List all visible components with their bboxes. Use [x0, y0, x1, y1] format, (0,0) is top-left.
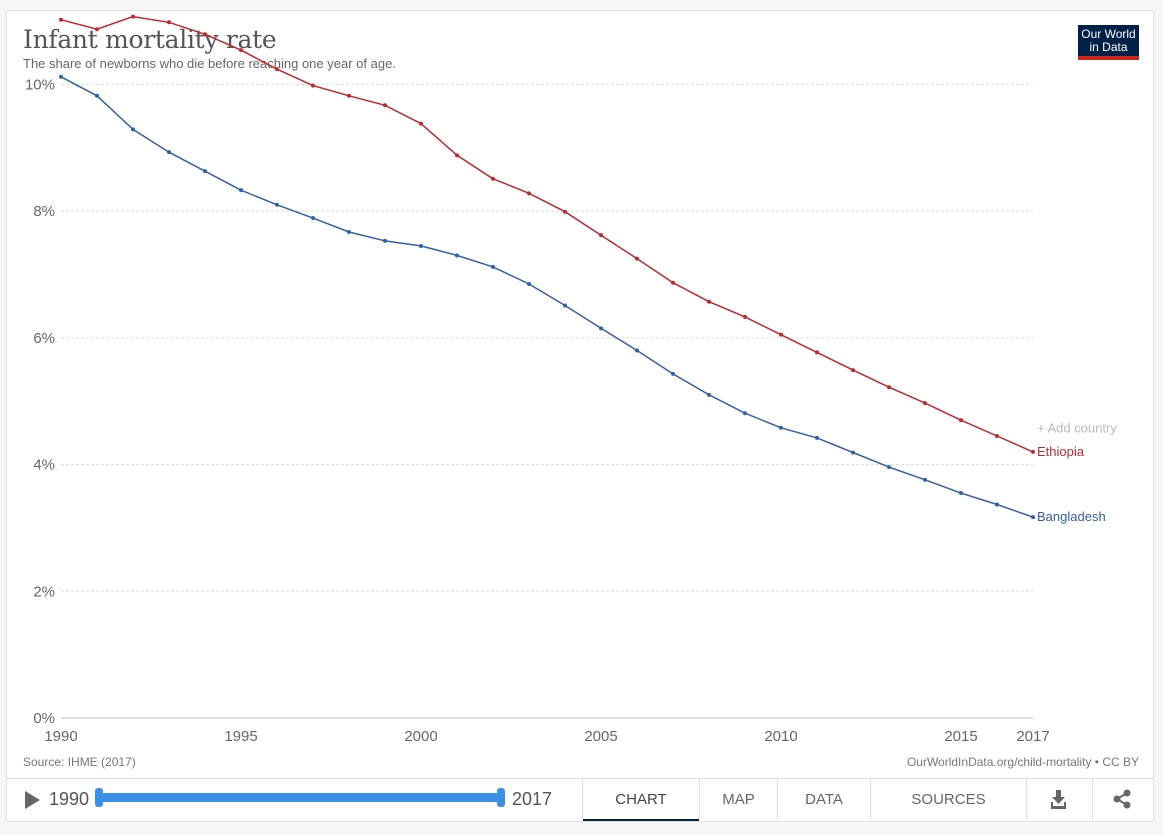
data-point-ethiopia: [419, 121, 423, 126]
data-point-ethiopia: [635, 256, 639, 261]
chart-controls: 1990 2017 CHART MAP DATA SOURCES: [7, 778, 1153, 821]
timeline-start-handle[interactable]: [95, 788, 103, 807]
data-point-bangladesh: [563, 303, 567, 308]
share-icon: [1113, 789, 1131, 809]
x-tick-label: 1990: [44, 728, 77, 745]
data-point-ethiopia: [815, 350, 819, 355]
data-point-ethiopia: [563, 209, 567, 214]
series-line-ethiopia: [60, 15, 1034, 453]
data-point-bangladesh: [95, 93, 99, 98]
data-point-ethiopia: [383, 103, 387, 108]
tab-chart[interactable]: CHART: [582, 779, 699, 821]
data-point-ethiopia: [527, 191, 531, 196]
data-point-ethiopia: [599, 233, 603, 238]
data-point-bangladesh: [851, 450, 855, 455]
download-icon: [1051, 790, 1066, 809]
data-point-ethiopia: [95, 27, 99, 32]
y-tick-label: 10%: [25, 76, 55, 93]
data-point-ethiopia: [167, 20, 171, 25]
series-label-bangladesh: Bangladesh: [1037, 509, 1106, 524]
play-icon[interactable]: [25, 791, 40, 809]
y-tick-label: 4%: [33, 457, 55, 474]
logo-line1: Our World: [1081, 27, 1136, 41]
data-point-ethiopia: [851, 368, 855, 373]
data-point-bangladesh: [707, 392, 711, 397]
y-tick-label: 6%: [33, 330, 55, 347]
data-point-bangladesh: [1031, 515, 1035, 520]
chart-frame: Infant mortality rate The share of newbo…: [6, 10, 1154, 822]
data-point-bangladesh: [59, 74, 63, 79]
x-tick-label: 2005: [584, 728, 617, 745]
data-point-bangladesh: [527, 281, 531, 286]
data-point-bangladesh: [923, 477, 927, 482]
data-point-bangladesh: [455, 253, 459, 258]
series-line-bangladesh: [60, 76, 1034, 518]
data-point-bangladesh: [311, 216, 315, 221]
data-point-bangladesh: [779, 425, 783, 430]
chart-subtitle: The share of newborns who die before rea…: [23, 56, 396, 71]
data-point-ethiopia: [1031, 449, 1035, 454]
data-point-bangladesh: [275, 202, 279, 207]
y-tick-label: 2%: [33, 583, 55, 600]
data-point-ethiopia: [743, 314, 747, 319]
timeline-start-year: 1990: [49, 789, 90, 809]
series-label-ethiopia: Ethiopia: [1037, 444, 1085, 459]
data-point-bangladesh: [959, 491, 963, 496]
data-point-ethiopia: [239, 48, 243, 53]
data-point-bangladesh: [887, 465, 891, 470]
data-point-ethiopia: [455, 153, 459, 158]
timeline-end-year: 2017: [512, 789, 553, 809]
data-point-ethiopia: [707, 299, 711, 304]
x-tick-label: 2017: [1016, 728, 1049, 745]
data-point-ethiopia: [995, 434, 999, 439]
tab-data[interactable]: DATA: [777, 779, 870, 820]
data-point-ethiopia: [959, 418, 963, 423]
data-point-bangladesh: [815, 435, 819, 440]
line-chart: 0% 2% 4% 6% 8% 10% 1990 1995 2000 2005 2010 2015 201…: [25, 14, 1117, 745]
x-tick-label: 2000: [404, 728, 437, 745]
data-point-bangladesh: [419, 243, 423, 248]
data-point-bangladesh: [203, 169, 207, 174]
source-note[interactable]: Source: IHME (2017): [23, 755, 136, 769]
logo-line2: in Data: [1089, 40, 1128, 54]
tab-map[interactable]: MAP: [699, 779, 777, 820]
data-point-bangladesh: [671, 371, 675, 376]
download-button[interactable]: [1027, 779, 1093, 820]
tab-sources[interactable]: SOURCES: [870, 779, 1027, 820]
share-button[interactable]: [1092, 779, 1153, 820]
data-point-ethiopia: [275, 67, 279, 72]
x-tick-label: 1995: [224, 728, 257, 745]
data-point-ethiopia: [131, 14, 135, 19]
data-point-bangladesh: [131, 127, 135, 132]
data-point-ethiopia: [887, 385, 891, 390]
data-point-ethiopia: [203, 32, 207, 37]
data-point-ethiopia: [311, 83, 315, 88]
y-tick-label: 8%: [33, 203, 55, 220]
add-country-button[interactable]: + Add country: [1037, 420, 1117, 435]
data-point-ethiopia: [671, 280, 675, 285]
data-point-ethiopia: [923, 401, 927, 406]
data-point-bangladesh: [239, 188, 243, 193]
data-point-ethiopia: [491, 176, 495, 181]
timeline-slider[interactable]: [98, 793, 503, 802]
source-url[interactable]: OurWorldInData.org/child-mortality • CC …: [906, 755, 1139, 769]
chart-title: Infant mortality rate: [23, 25, 277, 54]
timeline-end-handle[interactable]: [497, 788, 505, 807]
data-point-bangladesh: [995, 502, 999, 507]
data-point-ethiopia: [347, 93, 351, 98]
data-point-bangladesh: [743, 411, 747, 416]
data-point-ethiopia: [59, 17, 63, 22]
data-point-bangladesh: [635, 348, 639, 353]
x-tick-label: 2015: [944, 728, 977, 745]
data-point-bangladesh: [347, 230, 351, 235]
data-point-bangladesh: [167, 150, 171, 155]
x-tick-label: 2010: [764, 728, 797, 745]
data-point-bangladesh: [599, 326, 603, 331]
data-point-bangladesh: [491, 264, 495, 269]
data-point-bangladesh: [383, 238, 387, 243]
y-tick-label: 0%: [33, 710, 55, 727]
owid-logo[interactable]: Our World in Data: [1078, 25, 1139, 60]
data-point-ethiopia: [779, 332, 783, 337]
